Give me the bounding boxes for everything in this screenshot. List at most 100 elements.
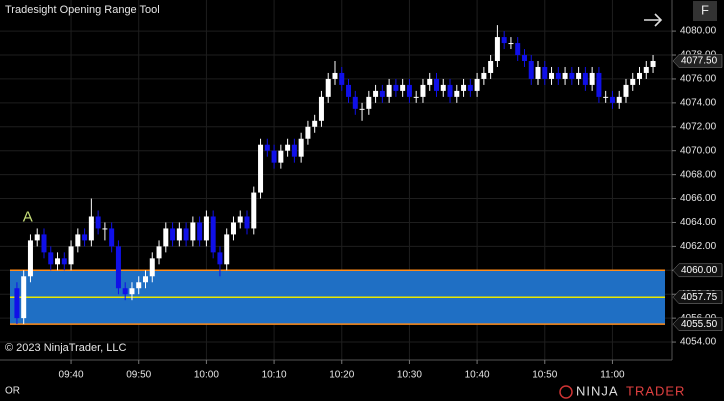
candle-body: [433, 78, 439, 91]
logo-part1: NINJA: [576, 383, 619, 398]
candle-body: [346, 84, 352, 97]
candle-body: [230, 222, 236, 235]
candle-body: [427, 78, 433, 85]
candle-body: [41, 234, 47, 253]
candle-body: [149, 258, 155, 277]
candle-body: [582, 72, 588, 85]
candle-body: [217, 252, 223, 265]
candle-body: [210, 216, 216, 253]
candle-body: [312, 120, 318, 127]
candle-body: [596, 72, 602, 97]
candle-body: [251, 192, 257, 229]
candle-body: [305, 126, 311, 139]
footer-label: OR: [5, 386, 20, 397]
candle-body: [34, 234, 40, 241]
candle-body: [183, 228, 189, 241]
y-tick-label: 4080.00: [680, 26, 717, 37]
candle-body: [122, 288, 128, 295]
candle-body: [339, 72, 345, 85]
candle-body: [630, 78, 636, 85]
candle-body: [440, 84, 446, 91]
candle-body: [555, 72, 561, 79]
candle-body: [298, 138, 304, 157]
axis-layer: 4054.004056.004058.004060.004062.004064.…: [59, 26, 723, 381]
candle-body: [352, 96, 358, 109]
arrow-head: [654, 13, 663, 27]
candle-body: [27, 240, 33, 277]
candle-body: [643, 66, 649, 73]
price-marker: [672, 317, 723, 331]
candle-body: [488, 60, 494, 73]
price-marker-label: 4055.50: [681, 319, 718, 330]
candle-body: [616, 96, 622, 103]
price-marker: [672, 54, 723, 68]
candle-body: [109, 228, 115, 247]
x-tick-label: 09:50: [126, 370, 151, 381]
candle-body: [237, 216, 243, 223]
f-button-box[interactable]: [693, 1, 717, 21]
y-tick-label: 4070.00: [680, 145, 717, 156]
candle-body: [386, 84, 392, 97]
candle-body: [481, 72, 487, 79]
price-marker-label: 4060.00: [681, 265, 718, 276]
y-tick-label: 4068.00: [680, 169, 717, 180]
candle-body: [528, 60, 534, 79]
copyright: © 2023 NinjaTrader, LLC: [5, 342, 126, 354]
candle-body: [373, 90, 379, 97]
candle-body: [549, 72, 555, 79]
candle-body: [75, 234, 81, 247]
f-button[interactable]: F: [701, 2, 709, 17]
arrow-icon[interactable]: [644, 13, 663, 27]
candle-body: [535, 66, 541, 79]
x-tick-label: 10:50: [532, 370, 557, 381]
price-marker: [672, 290, 723, 304]
candle-body: [589, 72, 595, 85]
candle-body: [291, 144, 297, 157]
candle-body: [623, 84, 629, 97]
candle-body: [366, 96, 372, 109]
candle-body: [142, 276, 148, 283]
candle-body: [82, 234, 88, 241]
candle-body: [359, 108, 365, 110]
x-tick-label: 10:20: [329, 370, 354, 381]
y-tick-label: 4072.00: [680, 121, 717, 132]
candle-body: [55, 258, 61, 265]
x-tick-label: 09:40: [59, 370, 84, 381]
y-tick-label: 4062.00: [680, 241, 717, 252]
candle-body: [474, 78, 480, 91]
candle-body: [521, 55, 527, 61]
candle-body: [400, 84, 406, 91]
candle-body: [420, 84, 426, 97]
candle-body: [88, 216, 94, 241]
candle-body: [258, 144, 264, 193]
candle-body: [176, 228, 182, 241]
x-tick-label: 11:00: [600, 370, 625, 381]
candle-body: [115, 246, 121, 289]
candle-body: [203, 216, 209, 241]
candle-body: [501, 37, 507, 44]
candle-body: [129, 288, 135, 295]
candle-body: [170, 228, 176, 241]
candle-body: [197, 222, 203, 241]
candle-body: [542, 66, 548, 79]
y-tick-label: 4074.00: [680, 97, 717, 108]
candle-body: [576, 72, 582, 79]
price-marker: [672, 263, 723, 278]
candle-body: [163, 228, 169, 247]
candle-body: [461, 84, 467, 91]
candle-body: [508, 43, 514, 45]
candle-body: [447, 84, 453, 97]
candle-body: [393, 84, 399, 91]
candle-body: [156, 246, 162, 259]
x-tick-label: 10:10: [262, 370, 287, 381]
candle-body: [190, 222, 196, 241]
candle-body: [325, 78, 331, 97]
annotation: A: [23, 209, 33, 226]
x-tick-label: 10:00: [194, 370, 219, 381]
candle-body: [318, 96, 324, 121]
y-tick-label: 4066.00: [680, 193, 717, 204]
candle-body: [413, 96, 419, 98]
candle-body: [61, 258, 67, 265]
